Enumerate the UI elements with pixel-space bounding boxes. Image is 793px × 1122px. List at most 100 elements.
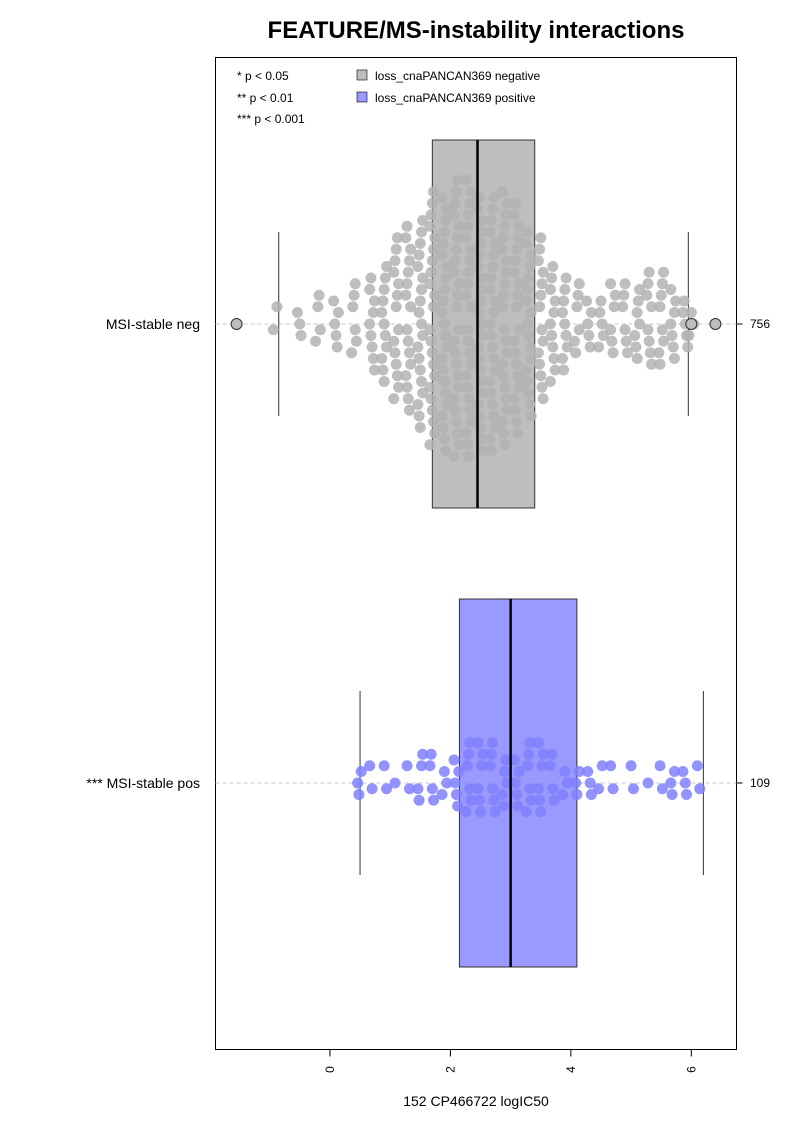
point-pos [570, 777, 582, 789]
point-neg [377, 295, 389, 307]
point-pos [473, 794, 485, 806]
point-neg [438, 226, 450, 238]
point-neg [632, 295, 644, 307]
point-neg [402, 393, 414, 405]
point-neg [461, 278, 473, 290]
point-pos [441, 777, 453, 789]
point-neg [429, 232, 441, 244]
point-neg [653, 347, 665, 359]
outlier-neg [709, 318, 722, 330]
point-neg [461, 439, 473, 451]
point-neg [501, 255, 513, 267]
point-pos [500, 754, 512, 766]
point-neg [534, 301, 546, 313]
point-pos [571, 789, 583, 800]
point-neg [535, 232, 547, 244]
point-neg [476, 226, 488, 238]
legend-label-positive: loss_cnaPANCAN369 positive [375, 91, 536, 105]
point-pos [654, 760, 666, 772]
point-pos [523, 748, 535, 760]
point-neg [509, 197, 521, 209]
point-neg [465, 301, 477, 313]
point-neg [400, 289, 412, 301]
point-pos [627, 783, 639, 795]
point-neg [390, 243, 402, 255]
point-neg [606, 335, 618, 347]
point-neg [415, 318, 427, 330]
point-neg [436, 192, 448, 203]
point-pos [548, 794, 560, 806]
point-neg [465, 416, 477, 428]
point-neg [424, 324, 436, 336]
point-neg [556, 353, 568, 364]
point-neg [559, 318, 571, 330]
point-pos [412, 783, 424, 795]
point-neg [476, 318, 488, 330]
point-neg [391, 289, 403, 301]
point-neg [488, 307, 500, 318]
point-neg [437, 295, 449, 307]
x-tick-label-6: 6 [684, 1066, 698, 1073]
point-neg [401, 278, 413, 290]
point-neg [631, 353, 643, 364]
point-pos [460, 806, 472, 818]
point-neg [549, 295, 561, 307]
point-pos [561, 777, 573, 789]
point-neg [497, 370, 509, 382]
point-neg [523, 272, 535, 284]
point-pos [355, 766, 367, 777]
point-neg [605, 278, 617, 290]
point-neg [497, 427, 509, 439]
point-neg [547, 341, 559, 353]
point-neg [581, 295, 593, 307]
point-pos [426, 783, 438, 795]
point-neg [488, 353, 500, 364]
point-neg [522, 226, 534, 238]
point-neg [484, 226, 496, 238]
point-neg [593, 341, 605, 353]
point-neg [453, 278, 465, 290]
point-neg [390, 301, 402, 313]
point-neg [438, 318, 450, 330]
point-pos [464, 737, 476, 749]
point-neg [546, 272, 558, 284]
point-neg [405, 358, 417, 370]
point-neg [630, 341, 642, 353]
point-neg [365, 330, 377, 341]
point-neg [436, 307, 448, 318]
point-neg [536, 278, 548, 290]
point-neg [532, 347, 544, 359]
point-neg [537, 393, 549, 405]
point-neg [349, 324, 361, 336]
point-neg [400, 370, 412, 382]
point-neg [658, 335, 670, 347]
point-neg [511, 301, 523, 313]
point-neg [393, 381, 405, 393]
point-neg [415, 284, 427, 295]
point-neg [436, 249, 448, 261]
significance-legend: * p < 0.05 ** p < 0.01 *** p < 0.001 [237, 69, 305, 126]
point-pos [464, 783, 476, 795]
point-neg [665, 284, 677, 295]
point-neg [294, 318, 306, 330]
point-neg [570, 347, 582, 359]
point-neg [393, 278, 405, 290]
point-neg [452, 427, 464, 439]
point-neg [484, 376, 496, 387]
point-pos [537, 748, 549, 760]
point-neg [460, 232, 472, 244]
point-neg [499, 381, 511, 393]
point-pos [534, 794, 546, 806]
point-neg [453, 439, 465, 451]
point-neg [496, 358, 508, 370]
point-neg [350, 335, 362, 347]
point-neg [658, 266, 670, 278]
point-neg [379, 272, 391, 284]
point-neg [462, 266, 474, 278]
point-neg [332, 307, 344, 318]
point-neg [537, 335, 549, 347]
point-pos [472, 783, 484, 795]
point-neg [560, 272, 572, 284]
point-neg [464, 404, 476, 416]
point-neg [376, 307, 388, 318]
